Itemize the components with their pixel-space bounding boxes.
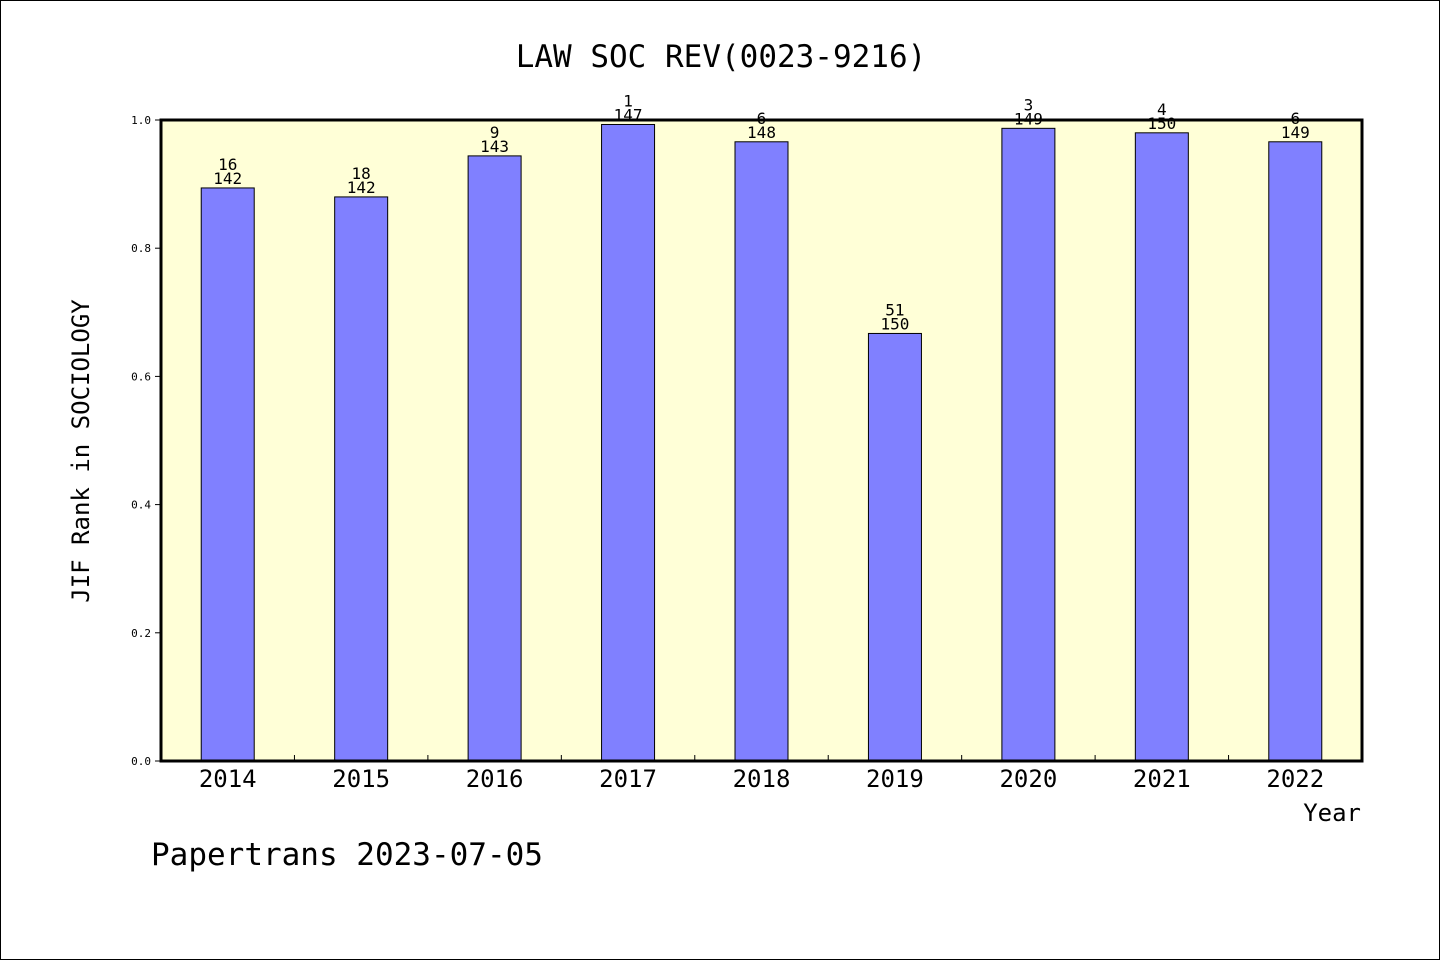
bar-label-rank-2016: 9 <box>490 123 500 142</box>
plot-border <box>159 118 1364 763</box>
bar-label-total-2015: 142 <box>347 178 376 197</box>
bar-label-rank-2020: 3 <box>1024 95 1034 114</box>
bar-label-rank-2017: 1 <box>623 91 633 110</box>
x-tick-label-2014: 2014 <box>199 765 257 793</box>
bar-2014 <box>200 187 255 762</box>
x-tick-label-2018: 2018 <box>733 765 791 793</box>
bar-label-rank-2014: 16 <box>218 155 237 174</box>
x-axis: 2014 2015 2016 2017 2018 2019 2020 2021 2022 <box>199 755 1324 793</box>
bar-label-rank-2022: 6 <box>1290 109 1300 128</box>
y-axis: 0.0 0.2 0.4 0.6 0.8 1.0 <box>131 114 161 768</box>
bar-2022 <box>1268 141 1323 762</box>
footer-credit: Papertrans 2023-07-05 <box>151 837 543 873</box>
bar-2015 <box>334 196 389 762</box>
chart-title: LAW SOC REV(0023-9216) <box>516 39 927 75</box>
x-tick-label-2021: 2021 <box>1133 765 1191 793</box>
bar-2016 <box>467 155 522 762</box>
x-tick-label-2019: 2019 <box>866 765 924 793</box>
y-tick-label-0.8: 0.8 <box>131 242 151 255</box>
y-axis-label: JIF Rank in SOCIOLOGY <box>67 299 95 603</box>
bar-label-total-2019: 150 <box>880 314 909 333</box>
x-tick-label-2017: 2017 <box>599 765 657 793</box>
bar-label-rank-2018: 6 <box>757 109 767 128</box>
x-tick-label-2020: 2020 <box>999 765 1057 793</box>
x-tick-label-2016: 2016 <box>466 765 524 793</box>
bar-label-total-2022: 149 <box>1281 123 1310 142</box>
bar-2018 <box>734 141 789 762</box>
y-tick-label-0.2: 0.2 <box>131 627 151 640</box>
bars-group <box>200 123 1323 762</box>
x-axis-label: Year <box>1303 799 1361 827</box>
bar-label-total-2016: 143 <box>480 137 509 156</box>
bar-2017 <box>601 123 656 762</box>
bar-label-rank-2019: 51 <box>885 300 904 319</box>
bar-label-total-2017: 147 <box>614 105 643 124</box>
y-tick-label-1.0: 1.0 <box>131 114 151 127</box>
x-tick-label-2015: 2015 <box>332 765 390 793</box>
bar-label-total-2014: 142 <box>213 169 242 188</box>
bar-label-rank-2021: 4 <box>1157 100 1167 119</box>
bar-label-total-2021: 150 <box>1147 114 1176 133</box>
bar-label-total-2018: 148 <box>747 123 776 142</box>
bar-2021 <box>1134 132 1189 762</box>
y-tick-label-0.4: 0.4 <box>131 499 151 512</box>
bar-label-rank-2015: 18 <box>352 164 371 183</box>
bar-2019 <box>867 332 922 762</box>
y-tick-label-0.0: 0.0 <box>131 755 151 768</box>
y-tick-label-0.6: 0.6 <box>131 370 151 383</box>
x-tick-label-2022: 2022 <box>1266 765 1324 793</box>
bar-2020 <box>1001 127 1056 762</box>
